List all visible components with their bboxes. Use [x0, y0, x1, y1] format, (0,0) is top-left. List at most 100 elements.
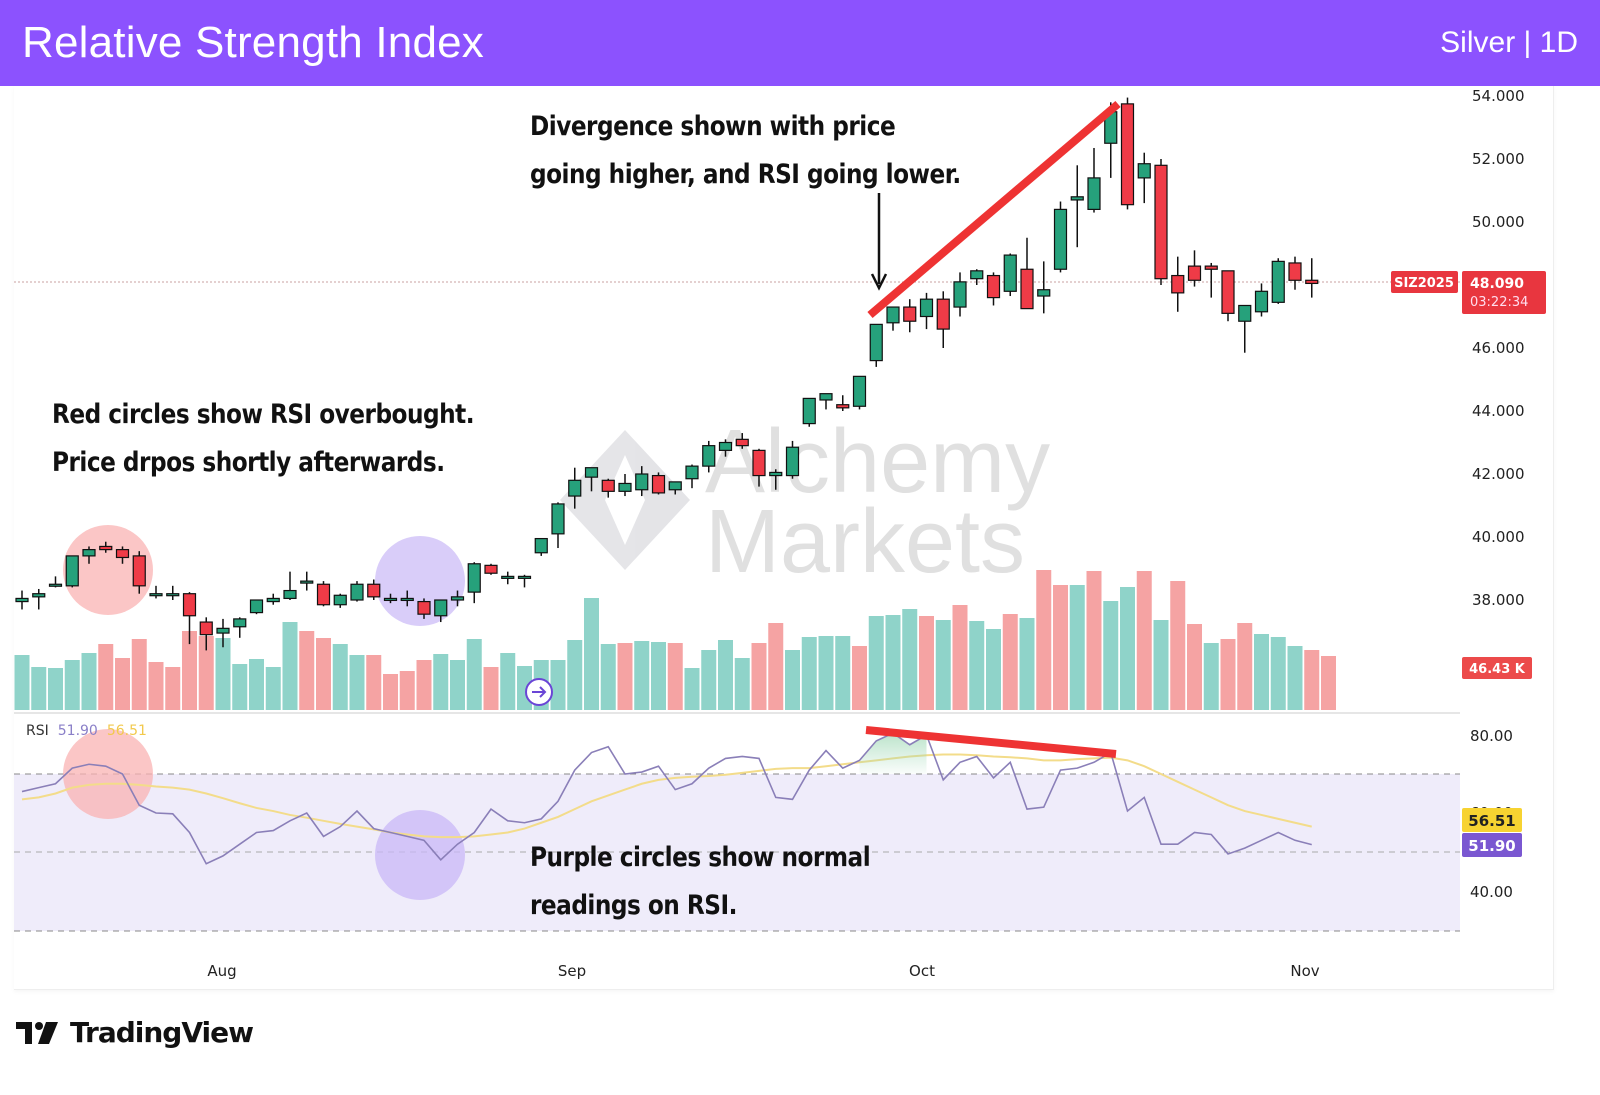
volume-bar [81, 653, 97, 710]
last-price-badge: 48.090 03:22:34 [1462, 271, 1546, 314]
volume-bar [48, 668, 63, 710]
volume-bar [1187, 624, 1202, 710]
candle [819, 393, 833, 410]
candle [1104, 102, 1118, 178]
volume-bar [1103, 601, 1119, 710]
volume-bar [1136, 571, 1152, 710]
volume-bar [1170, 581, 1186, 710]
volume-bars [14, 570, 1336, 710]
volume-bar [500, 653, 516, 710]
candle [333, 593, 347, 608]
rsi-legend[interactable]: RSI 51.90 56.51 [26, 723, 147, 739]
candle [685, 464, 699, 489]
volume-bar [1304, 650, 1320, 710]
candle [936, 291, 950, 348]
candle [1037, 261, 1051, 314]
volume-bar [584, 598, 599, 710]
rsi-tick-80: 80.00 [1470, 727, 1513, 745]
candle [1171, 256, 1185, 312]
candle [450, 590, 465, 607]
volume-bar [868, 616, 884, 710]
candle [1187, 250, 1202, 287]
volume-bar [148, 662, 164, 710]
candle [350, 581, 364, 602]
price-tick: 46.000 [1472, 339, 1525, 357]
volume-bar [98, 644, 114, 710]
volume-bar [14, 655, 30, 710]
overbought-annotation-line2: Price drpos shortly afterwards. [52, 447, 445, 478]
volume-bar [215, 638, 231, 710]
symbol-badge: SIZ2025 [1391, 271, 1458, 293]
candle [1154, 159, 1168, 285]
candle [99, 541, 113, 553]
header-bar: Relative Strength Index Silver | 1D [0, 0, 1600, 86]
price-tick: 40.000 [1472, 528, 1525, 546]
candle [635, 466, 649, 497]
tradingview-logo[interactable]: TradingView [16, 1016, 254, 1049]
volume-bar [383, 674, 398, 710]
volume-bar [852, 646, 867, 710]
candle [601, 478, 615, 498]
candle [702, 440, 716, 473]
volume-bar [768, 623, 784, 710]
candle [48, 576, 63, 588]
volume-bar [1270, 637, 1286, 710]
volume-bar [600, 644, 616, 710]
volume-bar [751, 643, 767, 710]
volume-bar [1254, 634, 1269, 710]
candle [584, 467, 599, 492]
rsi-tick-40: 40.00 [1470, 883, 1513, 901]
candle [400, 590, 414, 607]
candle [953, 272, 967, 317]
volume-bar [667, 643, 683, 710]
candle [1221, 270, 1235, 322]
rsi-divergence-line[interactable] [865, 726, 1117, 758]
rsi-legend-label: RSI [26, 723, 49, 739]
normal-readings-annotation: Purple circles show normal readings on R… [530, 834, 871, 930]
volume-bar [1153, 620, 1169, 710]
rsi-legend-value: 51.90 [57, 723, 98, 739]
candle [1288, 256, 1302, 290]
candle [970, 269, 984, 285]
volume-bar [1069, 585, 1085, 710]
volume-bar [734, 658, 750, 710]
candle [467, 562, 481, 604]
x-label-sep: Sep [558, 962, 586, 980]
candle [551, 502, 565, 549]
scroll-to-realtime-icon[interactable] [525, 678, 553, 706]
volume-bar [131, 639, 147, 710]
watermark-line2: Markets [705, 492, 1025, 592]
volume-bar [115, 658, 130, 710]
volume-bar [64, 660, 80, 710]
volume-bar [399, 671, 415, 710]
candle [266, 593, 280, 605]
volume-bar [835, 636, 851, 710]
candle [82, 546, 96, 564]
price-divergence-line[interactable] [867, 100, 1121, 319]
tradingview-wordmark: TradingView [70, 1016, 254, 1049]
normal-annotation-line1: Purple circles show normal [530, 842, 871, 873]
volume-bar [198, 636, 214, 710]
rsi-lines [21, 732, 1312, 865]
candle [1020, 237, 1034, 310]
price-axis[interactable]: 54.000 52.000 50.000 46.000 44.000 42.000 40.0… [1472, 87, 1525, 609]
tradingview-logo-icon [16, 1021, 58, 1044]
volume-bar [416, 660, 432, 710]
volume-badge: 46.43 K [1462, 657, 1532, 679]
volume-bar [1120, 587, 1135, 710]
candle [1271, 258, 1285, 304]
price-tick: 54.000 [1472, 87, 1525, 105]
candle [115, 546, 130, 564]
candle [1238, 304, 1252, 353]
candle [651, 472, 666, 495]
volume-bar [349, 655, 365, 710]
candle [534, 537, 548, 556]
rsi-ma-badge: 56.51 [1462, 808, 1522, 832]
svg-text:51.90: 51.90 [1468, 837, 1515, 855]
price-tick: 52.000 [1472, 150, 1525, 168]
price-tick: 38.000 [1472, 591, 1525, 609]
candle [182, 592, 197, 645]
candle [618, 474, 632, 497]
volume-bar [31, 667, 47, 710]
